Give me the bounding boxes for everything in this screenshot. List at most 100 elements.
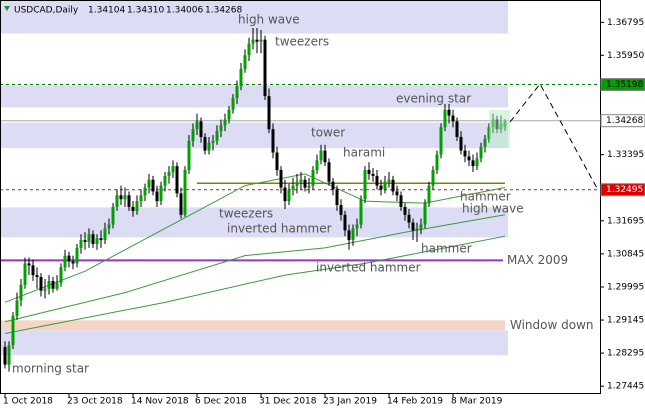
x-tick-label: 23 Oct 2018: [67, 397, 123, 407]
candle-body: [243, 55, 247, 69]
candle-body: [247, 43, 251, 56]
candle-body: [383, 181, 387, 190]
candle-body: [447, 109, 451, 116]
price-label-box: [600, 183, 645, 197]
candle-body: [3, 347, 7, 365]
x-tick-label: 14 Feb 2019: [387, 397, 443, 407]
candle-body: [251, 39, 255, 44]
candle-body: [311, 170, 315, 186]
candle-body: [59, 267, 63, 283]
x-tick-label: 23 Jan 2019: [323, 397, 377, 407]
candle-body: [71, 261, 75, 264]
candle-body: [307, 185, 311, 188]
candle-body: [155, 191, 159, 202]
level-text: MAX 2009: [507, 253, 568, 267]
x-tick-label: 14 Nov 2018: [131, 397, 189, 407]
candle-body: [367, 170, 371, 174]
candle-body: [415, 228, 419, 231]
candle-body: [179, 193, 183, 215]
candle-body: [203, 136, 207, 151]
candle-body: [319, 150, 323, 161]
candle-body: [183, 170, 187, 215]
highlight: [489, 110, 510, 148]
candle-body: [431, 170, 435, 186]
annotation: morning star: [12, 362, 89, 376]
annotation: tower: [311, 126, 345, 140]
header-icon: [4, 6, 10, 11]
candle-body: [231, 98, 235, 110]
y-tick-label: 1.33395: [607, 150, 644, 160]
candle-body: [395, 191, 399, 196]
candle-body: [103, 228, 107, 241]
candle-body: [363, 170, 367, 200]
candle-body: [19, 284, 23, 301]
candle-body: [295, 181, 299, 186]
candle-body: [351, 228, 355, 241]
window-zone: [0, 320, 505, 331]
candle-body: [119, 195, 123, 200]
candle-body: [187, 140, 191, 171]
y-tick-label: 1.28295: [607, 349, 644, 359]
price-label: 1.34268: [606, 116, 643, 126]
candle-body: [127, 195, 131, 208]
candle-body: [175, 166, 179, 194]
y-tick-label: 1.27445: [607, 382, 644, 392]
header-value: 1.34268: [205, 6, 242, 16]
candle-body: [455, 121, 459, 137]
zone: [0, 0, 508, 34]
candle-body: [463, 150, 467, 157]
annotation: inverted hammer: [227, 222, 332, 236]
annotation: hammer: [421, 242, 472, 256]
annotation: inverted hammer: [316, 261, 421, 275]
x-tick-label: 1 Oct 2018: [3, 397, 53, 407]
candle-body: [131, 207, 135, 211]
candle-body: [43, 288, 47, 291]
candle-body: [423, 203, 427, 225]
x-tick-label: 31 Dec 2018: [259, 397, 317, 407]
candle-body: [15, 300, 19, 316]
candle-body: [439, 127, 443, 155]
y-tick-label: 1.31695: [607, 216, 644, 226]
candle-body: [215, 131, 219, 141]
candle-body: [135, 201, 139, 211]
y-tick-label: 1.29995: [607, 282, 644, 292]
candle-body: [35, 275, 39, 278]
zone: [0, 85, 508, 108]
x-tick-label: 8 Mar 2019: [451, 397, 503, 407]
candle-body: [323, 150, 327, 163]
level-text: Window down: [510, 318, 594, 332]
candle-body: [151, 179, 155, 192]
candle-body: [31, 265, 35, 276]
y-tick-label: 1.30845: [607, 249, 644, 259]
price-label-box: [600, 114, 645, 128]
candle-body: [399, 195, 403, 208]
annotation: high wave: [462, 202, 524, 216]
symbol: USDCAD,Daily: [14, 6, 79, 16]
candle-body: [239, 68, 243, 87]
candle-body: [63, 255, 67, 268]
candle-body: [375, 175, 379, 186]
candle-body: [115, 195, 119, 208]
annotation: evening star: [396, 92, 471, 106]
header-value: 1.34006: [166, 6, 203, 16]
candle-body: [167, 171, 171, 176]
candle-body: [419, 224, 423, 229]
candle-body: [411, 222, 415, 231]
moving-average: [4, 214, 506, 323]
candle-body: [287, 189, 291, 202]
x-tick-label: 6 Dec 2018: [195, 397, 247, 407]
candle-body: [303, 179, 307, 188]
candle-body: [171, 166, 175, 172]
candle-body: [359, 199, 363, 225]
candle-body: [451, 115, 455, 122]
candle-body: [191, 129, 195, 141]
candle-body: [211, 140, 215, 143]
zone: [0, 330, 508, 356]
candle-body: [95, 238, 99, 244]
candle-body: [219, 125, 223, 132]
price-label: 1.35198: [606, 80, 643, 90]
candle-body: [227, 109, 231, 120]
candle-body: [263, 39, 267, 97]
